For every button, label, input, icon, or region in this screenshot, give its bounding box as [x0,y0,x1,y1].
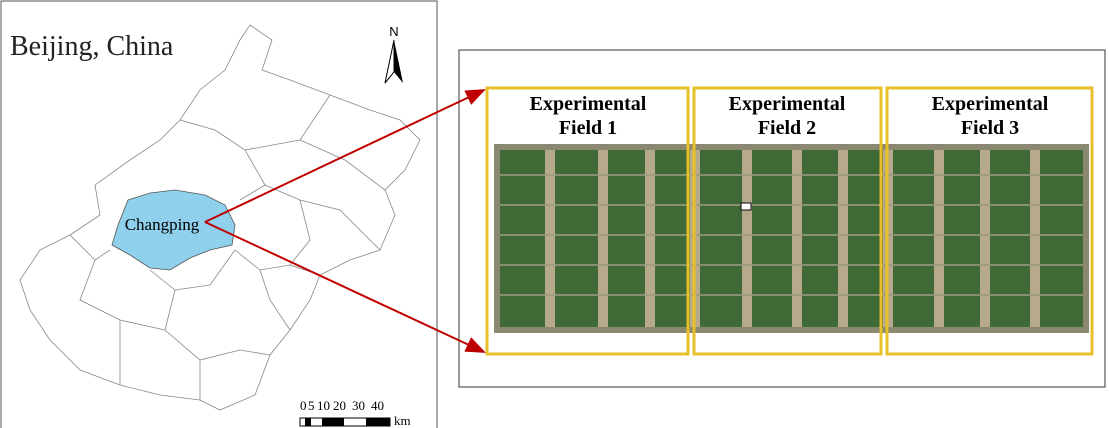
path-strip [838,150,848,327]
scale-label: 30 [352,398,365,413]
scale-segment [322,418,344,426]
field-label: Experimental Field 3 [919,92,1061,140]
arrow [205,222,484,352]
north-arrow-left [385,40,394,83]
aerial-image [497,147,1086,330]
path-strip [742,150,752,327]
path-strip [645,150,655,327]
scale-unit: km [394,413,411,428]
arrow [205,90,484,222]
scale-segment [305,418,311,426]
scale-segment [366,418,390,426]
map-title: Beijing, China [10,31,174,62]
path-strip [980,150,990,327]
figure-graphics: Beijing, China N Changping 051020 30 40 km [0,0,1109,428]
scale-label: 20 [333,398,346,413]
marker [741,203,751,210]
scale-label: 40 [371,398,384,413]
path-strip [792,150,802,327]
field-label: Experimental Field 1 [517,92,659,140]
path-strip [934,150,944,327]
north-arrow-right [394,40,403,83]
path-strip [598,150,608,327]
path-strip [1030,150,1040,327]
figure: Beijing, China N Changping 051020 30 40 km… [0,0,1109,428]
north-label: N [389,24,398,39]
scale-label: 10 [317,398,330,413]
scale-label: 5 [308,398,315,413]
path-strip [545,150,555,327]
scale-label: 0 [300,398,307,413]
field-label: Experimental Field 2 [716,92,858,140]
district-label: Changping [125,215,200,234]
